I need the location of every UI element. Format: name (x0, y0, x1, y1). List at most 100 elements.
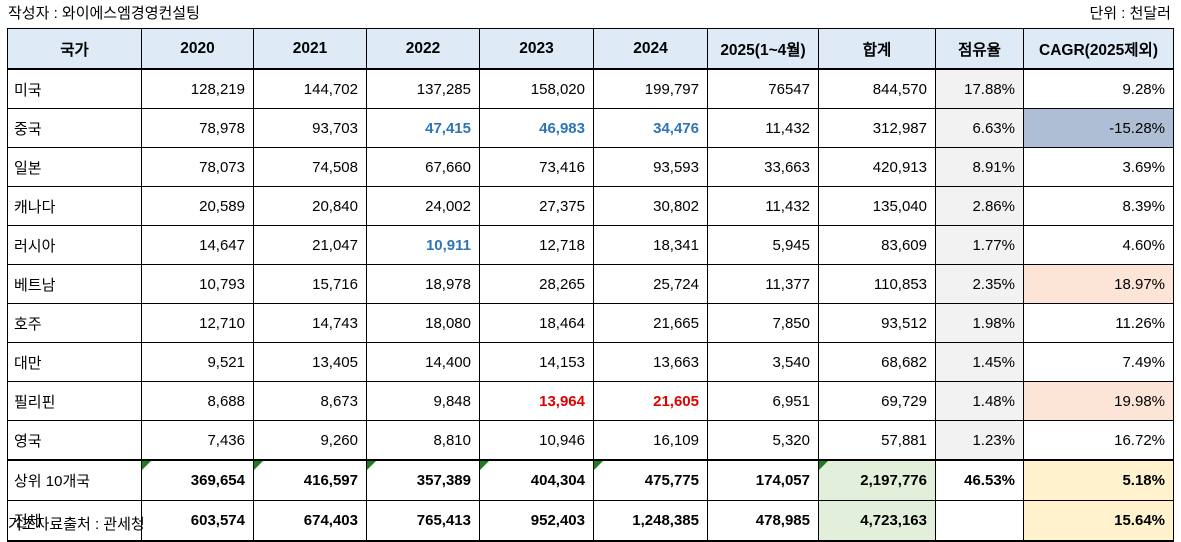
table-cell: 128,219 (141, 68, 254, 109)
table-cell: 93,703 (253, 108, 367, 148)
table-cell: 20,589 (141, 186, 254, 226)
table-cell: 68,682 (818, 342, 936, 382)
row-label: 상위 10개국 (7, 459, 142, 501)
table-cell: 11,432 (707, 108, 819, 148)
table-cell: 8,810 (366, 420, 480, 461)
table-row: 호주 12,710 14,743 18,080 18,464 21,665 7,850 93,… (7, 303, 1174, 343)
row-label: 미국 (7, 68, 142, 109)
table-cell: 8.91% (935, 147, 1024, 187)
table-cell: 18,464 (479, 303, 594, 343)
table-cell: 844,570 (818, 68, 936, 109)
table-cell: 47,415 (366, 108, 480, 148)
table-cell: 144,702 (253, 68, 367, 109)
table-body: 미국 128,219 144,702 137,285 158,020 199,797 765… (7, 68, 1174, 542)
row-label: 러시아 (7, 225, 142, 265)
table-cell: 19.98% (1023, 381, 1174, 421)
table-cell: 21,047 (253, 225, 367, 265)
table-cell: 6.63% (935, 108, 1024, 148)
table-cell: 4,723,163 (818, 500, 936, 542)
row-label: 일본 (7, 147, 142, 187)
table-cell: 15,716 (253, 264, 367, 304)
table-cell: 1.48% (935, 381, 1024, 421)
table-cell: 14,647 (141, 225, 254, 265)
table-cell: 420,913 (818, 147, 936, 187)
table-cell: 18.97% (1023, 264, 1174, 304)
table-row: 미국 128,219 144,702 137,285 158,020 199,797 765… (7, 68, 1174, 109)
table-cell: 11,377 (707, 264, 819, 304)
table-cell: 12,710 (141, 303, 254, 343)
table-cell: 7,436 (141, 420, 254, 461)
table-cell: 14,743 (253, 303, 367, 343)
table-cell: 3,540 (707, 342, 819, 382)
table-cell: 10,911 (366, 225, 480, 265)
table-cell: 110,853 (818, 264, 936, 304)
table-cell: 9,521 (141, 342, 254, 382)
table-cell: 46,983 (479, 108, 594, 148)
table-row: 베트남 10,793 15,716 18,978 28,265 25,724 11,377 1… (7, 264, 1174, 304)
table-cell: 312,987 (818, 108, 936, 148)
column-header-3: 2022 (366, 28, 480, 70)
unit-caption: 단위 : 천달러 (1089, 5, 1171, 22)
table-row: 영국 7,436 9,260 8,810 10,946 16,109 5,320 57,881… (7, 420, 1174, 461)
row-label: 영국 (7, 420, 142, 461)
table-cell: 18,341 (593, 225, 708, 265)
table-row: 일본 78,073 74,508 67,660 73,416 93,593 33,663 42… (7, 147, 1174, 187)
table-cell: 10,946 (479, 420, 594, 461)
table-cell: 74,508 (253, 147, 367, 187)
table-cell: 137,285 (366, 68, 480, 109)
table-cell: 30,802 (593, 186, 708, 226)
row-label: 베트남 (7, 264, 142, 304)
table-cell: 20,840 (253, 186, 367, 226)
table-cell: 199,797 (593, 68, 708, 109)
table-cell (935, 500, 1024, 542)
row-label: 호주 (7, 303, 142, 343)
table-cell: 12,718 (479, 225, 594, 265)
table-cell: 78,073 (141, 147, 254, 187)
column-header-6: 2025(1~4월) (707, 28, 819, 70)
table-cell: 78,978 (141, 108, 254, 148)
column-header-1: 2020 (141, 28, 254, 70)
top-captions: 작성자 : 와이에스엠경영컨설팅 단위 : 천달러 (8, 4, 1171, 24)
table-cell: 93,593 (593, 147, 708, 187)
table-cell: 57,881 (818, 420, 936, 461)
table-row: 필리핀 8,688 8,673 9,848 13,964 21,605 6,951 69,72… (7, 381, 1174, 421)
table-cell: 27,375 (479, 186, 594, 226)
table-cell: 475,775 (593, 459, 708, 501)
table-cell: 8.39% (1023, 186, 1174, 226)
table-cell: 28,265 (479, 264, 594, 304)
column-header-7: 합계 (818, 28, 936, 70)
table-cell: 478,985 (707, 500, 819, 542)
table-cell: 21,605 (593, 381, 708, 421)
table-cell: 1.45% (935, 342, 1024, 382)
column-header-5: 2024 (593, 28, 708, 70)
table-cell: 5,945 (707, 225, 819, 265)
table-cell: 76547 (707, 68, 819, 109)
table-cell: 73,416 (479, 147, 594, 187)
table-cell: 15.64% (1023, 500, 1174, 542)
table-cell: 5.18% (1023, 459, 1174, 501)
table-cell: 5,320 (707, 420, 819, 461)
table-cell: 69,729 (818, 381, 936, 421)
table-cell: 1,248,385 (593, 500, 708, 542)
table-cell: 8,688 (141, 381, 254, 421)
table-cell: 14,400 (366, 342, 480, 382)
table-cell: 34,476 (593, 108, 708, 148)
table-cell: 16.72% (1023, 420, 1174, 461)
table-cell: 674,403 (253, 500, 367, 542)
table-cell: 9.28% (1023, 68, 1174, 109)
table-cell: 46.53% (935, 459, 1024, 501)
table-cell: 7.49% (1023, 342, 1174, 382)
table-cell: 158,020 (479, 68, 594, 109)
table-cell: 2.86% (935, 186, 1024, 226)
table-cell: 416,597 (253, 459, 367, 501)
table-cell: 93,512 (818, 303, 936, 343)
table-cell: 1.98% (935, 303, 1024, 343)
table-cell: 369,654 (141, 459, 254, 501)
table-cell: 67,660 (366, 147, 480, 187)
header-row: 국가 2020 2021 2022 2023 2024 2025(1~4월) 합계 점유율 CAG… (7, 28, 1174, 70)
table-cell: 8,673 (253, 381, 367, 421)
table-cell: 14,153 (479, 342, 594, 382)
author-caption: 작성자 : 와이에스엠경영컨설팅 (8, 5, 200, 22)
country-export-table: 국가 2020 2021 2022 2023 2024 2025(1~4월) 합계 점유율 CAG… (7, 28, 1174, 542)
table-cell: 18,978 (366, 264, 480, 304)
